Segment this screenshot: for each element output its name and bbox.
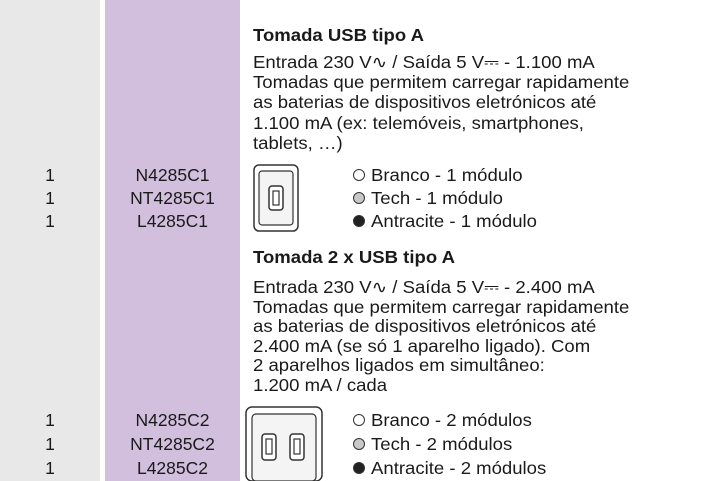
quantity: 1: [45, 410, 55, 430]
description-line: as baterias de dispositivos eletrónicos …: [253, 316, 597, 337]
variant-label: Branco - 2 módulos: [371, 410, 532, 430]
description-line: tablets, …): [253, 132, 343, 153]
description-line: Tomadas que permitem carregar rapidament…: [253, 72, 630, 93]
product-code: N4285C2: [135, 410, 210, 430]
product-code: N4285C1: [135, 165, 210, 185]
description-line: Entrada 230 V∿ / Saída 5 V⎓ - 1.100 mA: [253, 52, 595, 72]
product-code: L4285C2: [136, 458, 209, 478]
description-line: Tomadas que permitem carregar rapidament…: [253, 296, 630, 317]
variant-label: Tech - 2 módulos: [371, 434, 513, 454]
variant-label: Antracite - 2 módulos: [371, 458, 547, 478]
description-line: as baterias de dispositivos eletrónicos …: [253, 92, 597, 113]
quantity: 1: [45, 211, 55, 231]
product-code: NT4285C1: [130, 188, 215, 208]
socket-icon-1: [253, 164, 299, 232]
description-line: 2 aparelhos ligados em simultâneo:: [253, 355, 545, 376]
variant-label: Branco - 1 módulo: [371, 165, 523, 185]
color-swatch: [353, 438, 365, 450]
quantity: 1: [45, 165, 55, 185]
color-swatch: [353, 414, 365, 426]
product-title: Tomada 2 x USB tipo A: [253, 247, 456, 267]
quantity: 1: [45, 458, 55, 478]
color-swatch: [353, 169, 365, 181]
variant-label: Tech - 1 módulo: [371, 188, 503, 208]
product-code: NT4285C2: [130, 434, 215, 454]
color-swatch: [353, 462, 365, 474]
code-column: [105, 0, 240, 481]
color-swatch: [353, 215, 365, 227]
color-swatch: [353, 192, 365, 204]
description-line: 1.100 mA (ex: telemóveis, smartphones,: [253, 112, 584, 133]
description-line: 1.200 mA / cada: [253, 375, 388, 395]
product-title: Tomada USB tipo A: [253, 25, 425, 45]
product-code: L4285C1: [136, 211, 209, 231]
description-line: Entrada 230 V∿ / Saída 5 V⎓ - 2.400 mA: [253, 277, 595, 297]
description-line: 2.400 mA (se só 1 aparelho ligado). Com: [253, 335, 591, 356]
quantity-column: [0, 0, 100, 481]
socket-icon-2: [245, 406, 323, 481]
variant-label: Antracite - 1 módulo: [371, 211, 538, 231]
quantity: 1: [45, 188, 55, 208]
quantity: 1: [45, 434, 55, 454]
